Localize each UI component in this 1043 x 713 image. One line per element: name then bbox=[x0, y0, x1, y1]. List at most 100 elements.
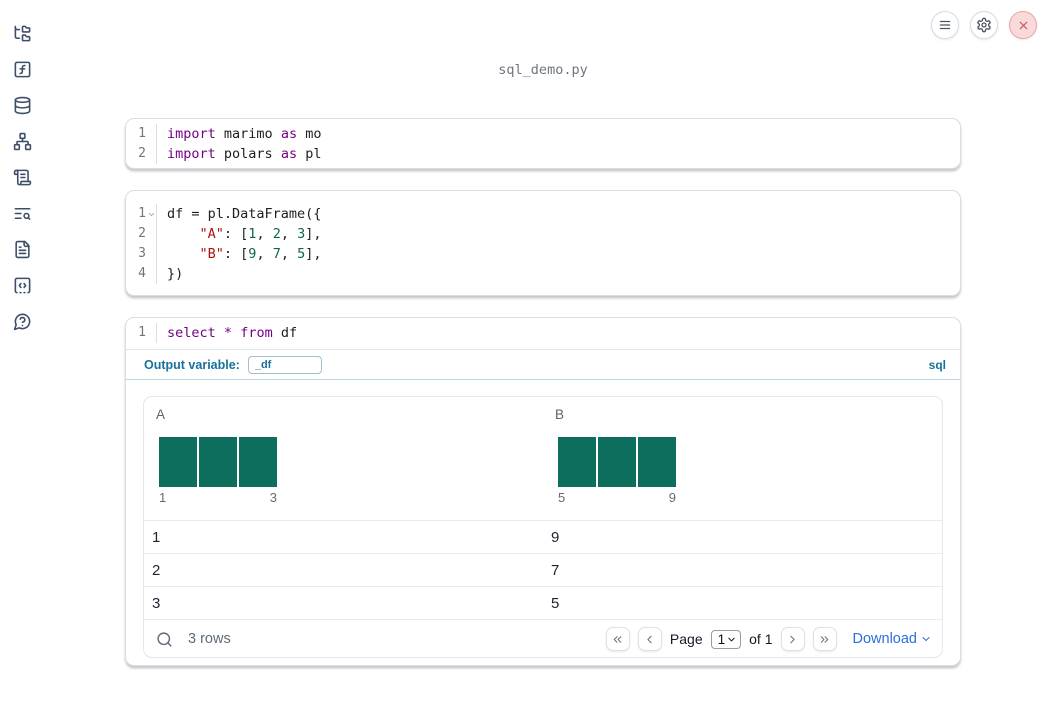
histogram bbox=[558, 437, 934, 487]
sidebar-item-dependencies[interactable] bbox=[13, 132, 32, 151]
fold-chevron-icon[interactable] bbox=[147, 210, 156, 219]
page-select[interactable]: 1 bbox=[710, 629, 742, 649]
column-name: A bbox=[156, 407, 166, 422]
code-cell-dataframe[interactable]: 1 df = pl.DataFrame({2 "A": [1, 2, 3], 3 "… bbox=[125, 190, 961, 296]
sidebar-item-functions[interactable] bbox=[13, 60, 32, 79]
code-text: import polars as pl bbox=[167, 146, 322, 162]
table-cell: 7 bbox=[551, 561, 560, 579]
helper-panel-sidebar bbox=[0, 0, 44, 713]
folder-tree-icon bbox=[14, 25, 30, 42]
code-cell-imports[interactable]: 1 import marimo as mo 2 import polars as pl bbox=[125, 118, 961, 169]
table-cell: 9 bbox=[551, 528, 560, 546]
code-editor[interactable]: 1 df = pl.DataFrame({2 "A": [1, 2, 3], 3 "… bbox=[126, 191, 960, 295]
column-header-a[interactable]: A 1 3 bbox=[144, 397, 543, 520]
line-number: 4 bbox=[126, 264, 157, 284]
download-button[interactable]: Download bbox=[853, 631, 933, 647]
code-line: 2 "A": [1, 2, 3], bbox=[126, 224, 960, 244]
next-page-button[interactable] bbox=[780, 627, 805, 651]
column-header-b[interactable]: B 5 9 bbox=[543, 397, 942, 520]
function-square-icon bbox=[14, 61, 30, 78]
code-square-icon bbox=[14, 277, 30, 294]
code-line: 1 df = pl.DataFrame({ bbox=[126, 204, 960, 224]
line-number: 2 bbox=[126, 144, 157, 164]
code-text: "A": [1, 2, 3], bbox=[199, 226, 322, 242]
sql-editor[interactable]: 1 select * from df bbox=[126, 318, 960, 350]
histogram-bar bbox=[239, 437, 277, 487]
cell-output: A 1 3 B 5 9 bbox=[126, 380, 960, 658]
line-number: 2 bbox=[126, 224, 157, 244]
sql-cell[interactable]: 1 select * from df Output variable: sql A… bbox=[125, 317, 961, 666]
shutdown-button[interactable] bbox=[1009, 11, 1037, 39]
sidebar-item-help[interactable] bbox=[13, 312, 32, 331]
notebook: sql_demo.py 1 import marimo as mo 2 import … bbox=[125, 0, 961, 713]
gear-icon bbox=[977, 17, 991, 33]
output-variable-label: Output variable: bbox=[144, 357, 240, 372]
table-header: A 1 3 B 5 9 bbox=[144, 397, 942, 520]
axis-min-label: 1 bbox=[159, 490, 167, 505]
output-variable-bar: Output variable: sql bbox=[126, 350, 960, 380]
axis-max-label: 3 bbox=[269, 490, 277, 505]
table-cell: 1 bbox=[152, 528, 161, 546]
database-icon bbox=[14, 96, 30, 115]
sidebar-item-file-explorer[interactable] bbox=[13, 24, 32, 43]
code-text: }) bbox=[167, 266, 184, 282]
code-line: 1 select * from df bbox=[126, 323, 960, 343]
page-select-value: 1 bbox=[717, 631, 726, 647]
menu-button[interactable] bbox=[931, 11, 959, 39]
code-line: 3 "B": [9, 7, 5], bbox=[126, 244, 960, 264]
sidebar-item-scratchpad[interactable] bbox=[13, 168, 32, 187]
settings-button[interactable] bbox=[970, 11, 998, 39]
table-cell: 3 bbox=[152, 594, 161, 612]
first-page-button[interactable] bbox=[605, 627, 630, 651]
histogram-bar bbox=[638, 437, 676, 487]
code-text: import marimo as mo bbox=[167, 126, 322, 142]
notebook-actions bbox=[931, 11, 1037, 39]
code-text: "B": [9, 7, 5], bbox=[199, 246, 322, 262]
pagination: Page 1 of 1 bbox=[605, 627, 837, 651]
code-line: 4}) bbox=[126, 264, 960, 284]
code-text: df = pl.DataFrame({ bbox=[167, 206, 322, 222]
histogram-axis-labels: 5 9 bbox=[558, 490, 676, 505]
help-bubble-icon bbox=[13, 313, 30, 331]
scroll-icon bbox=[13, 169, 31, 186]
chevron-down-icon bbox=[728, 637, 735, 641]
hamburger-menu-icon bbox=[939, 20, 951, 30]
code-line: 2 import polars as pl bbox=[126, 144, 960, 164]
code-text: select * from df bbox=[167, 325, 298, 341]
line-number: 1 bbox=[126, 204, 157, 224]
table-footer: 3 rows Page 1 of 1 bbox=[144, 619, 942, 657]
code-line: 1 import marimo as mo bbox=[126, 124, 960, 144]
download-label: Download bbox=[852, 631, 918, 647]
notebook-filename: sql_demo.py bbox=[498, 62, 588, 78]
table-cell: 2 bbox=[152, 561, 161, 579]
dataframe-table: A 1 3 B 5 9 bbox=[143, 396, 943, 658]
page-of-label: of 1 bbox=[749, 631, 773, 647]
last-page-button[interactable] bbox=[812, 627, 837, 651]
histogram-axis-labels: 1 3 bbox=[159, 490, 277, 505]
sidebar-item-snippets[interactable] bbox=[13, 276, 32, 295]
text-search-icon bbox=[14, 207, 30, 220]
histogram-bar bbox=[598, 437, 636, 487]
histogram bbox=[159, 437, 535, 487]
page-label: Page bbox=[669, 631, 703, 647]
code-editor[interactable]: 1 import marimo as mo 2 import polars as pl bbox=[126, 119, 960, 168]
histogram-bar bbox=[199, 437, 237, 487]
previous-page-button[interactable] bbox=[637, 627, 662, 651]
sidebar-item-documentation[interactable] bbox=[13, 240, 32, 259]
histogram-bar bbox=[558, 437, 596, 487]
sidebar-item-logs[interactable] bbox=[13, 204, 32, 223]
sidebar-item-datasources[interactable] bbox=[13, 96, 32, 115]
axis-min-label: 5 bbox=[558, 490, 566, 505]
search-button[interactable] bbox=[152, 627, 176, 651]
line-number: 1 bbox=[126, 124, 157, 144]
output-variable-input[interactable] bbox=[247, 355, 322, 374]
language-badge[interactable]: sql bbox=[928, 357, 946, 372]
table-cell: 5 bbox=[551, 594, 560, 612]
file-text-icon bbox=[14, 240, 30, 259]
line-number: 3 bbox=[126, 244, 157, 264]
